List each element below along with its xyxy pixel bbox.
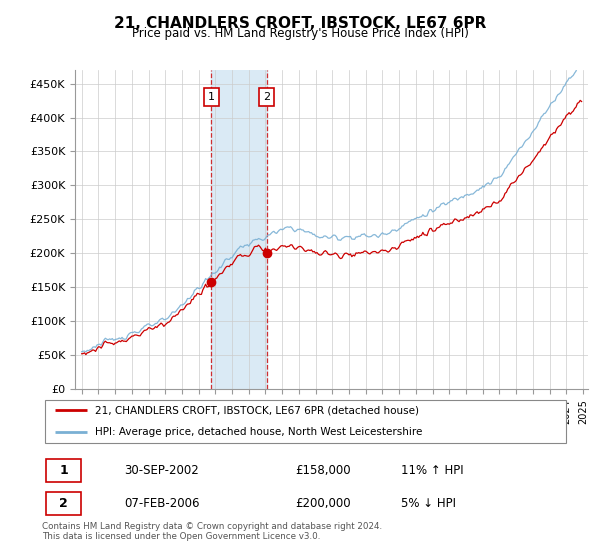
FancyBboxPatch shape [46,459,80,482]
Text: 30-SEP-2002: 30-SEP-2002 [124,464,199,477]
Text: £158,000: £158,000 [295,464,351,477]
Text: 11% ↑ HPI: 11% ↑ HPI [401,464,464,477]
Text: 2: 2 [263,92,271,102]
Text: Price paid vs. HM Land Registry's House Price Index (HPI): Price paid vs. HM Land Registry's House … [131,27,469,40]
FancyBboxPatch shape [44,399,566,444]
Bar [211,70,267,389]
Text: 2: 2 [59,497,68,510]
Text: 21, CHANDLERS CROFT, IBSTOCK, LE67 6PR (detached house): 21, CHANDLERS CROFT, IBSTOCK, LE67 6PR (… [95,405,419,416]
Text: 5% ↓ HPI: 5% ↓ HPI [401,497,456,510]
Text: Contains HM Land Registry data © Crown copyright and database right 2024.
This d: Contains HM Land Registry data © Crown c… [42,522,382,542]
Text: 07-FEB-2006: 07-FEB-2006 [124,497,199,510]
Text: 21, CHANDLERS CROFT, IBSTOCK, LE67 6PR: 21, CHANDLERS CROFT, IBSTOCK, LE67 6PR [114,16,486,31]
Text: HPI: Average price, detached house, North West Leicestershire: HPI: Average price, detached house, Nort… [95,427,422,437]
FancyBboxPatch shape [46,492,80,515]
Text: £200,000: £200,000 [295,497,351,510]
Text: 1: 1 [59,464,68,477]
Text: 1: 1 [208,92,215,102]
